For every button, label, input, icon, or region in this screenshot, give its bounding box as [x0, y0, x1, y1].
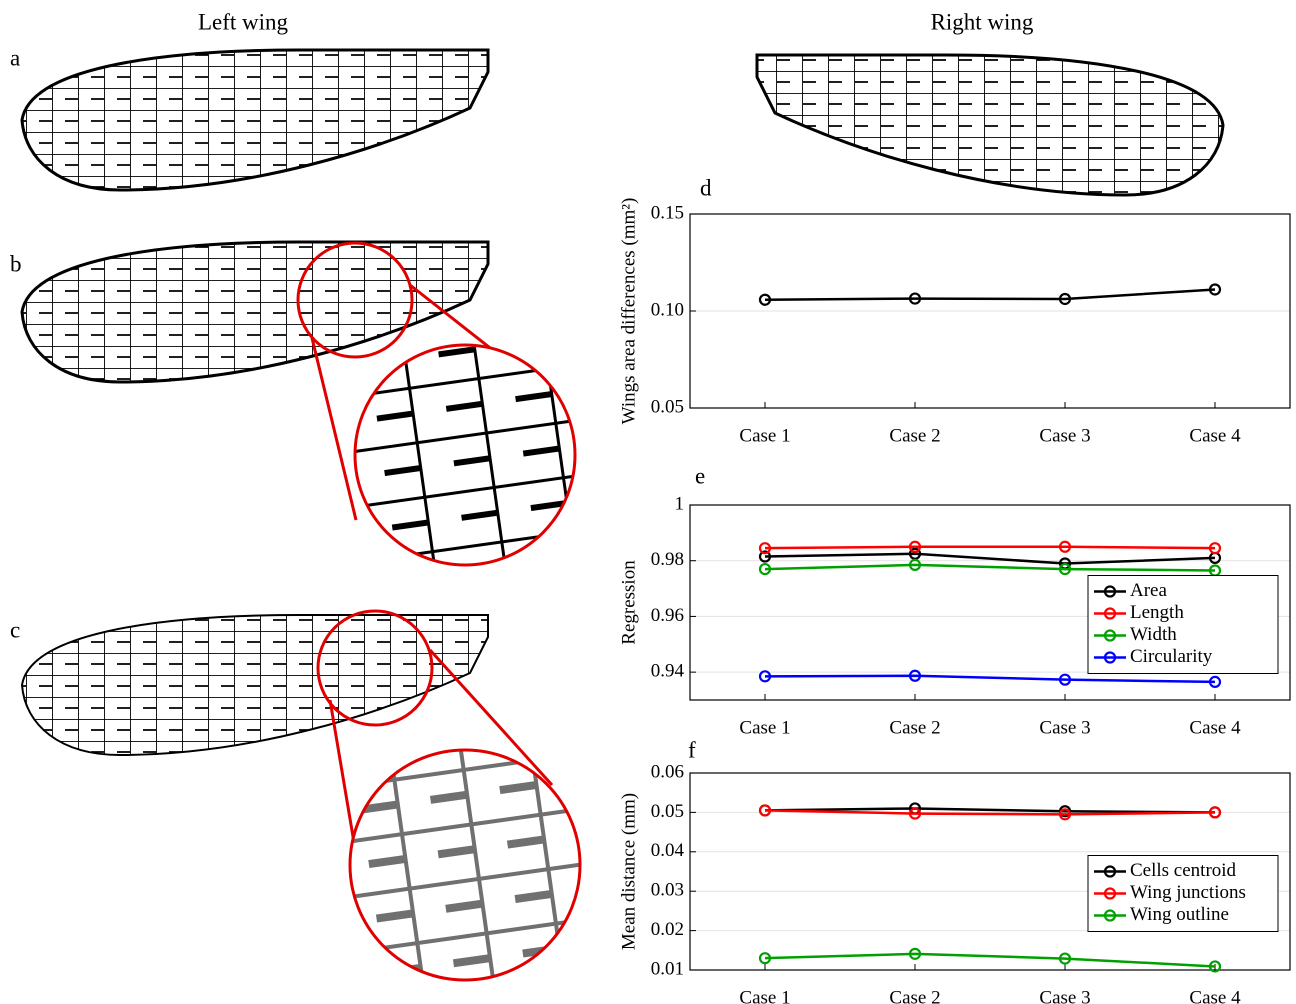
series-line	[764, 952, 1216, 968]
marker	[1058, 292, 1072, 306]
marker	[908, 807, 922, 820]
zoom-b	[296, 241, 577, 567]
axes-box	[689, 772, 1291, 971]
marker	[908, 669, 922, 682]
x-tick-label: Case 4	[1189, 717, 1241, 738]
y-axis-label: Regression	[618, 560, 639, 645]
marker	[1058, 808, 1072, 821]
legend-label: Circularity	[1130, 646, 1213, 667]
legend-label: Cells centroid	[1130, 860, 1237, 881]
x-tick-label: Case 2	[889, 425, 940, 446]
y-tick-label: 0.94	[651, 661, 685, 682]
zoom-c	[316, 609, 582, 982]
y-tick-label: 0.05	[651, 396, 684, 417]
marker	[758, 670, 772, 683]
marker	[1058, 952, 1072, 965]
legend-marker	[1103, 909, 1117, 922]
marker	[758, 952, 772, 965]
axes-box	[689, 213, 1291, 409]
marker	[758, 542, 772, 555]
marker	[908, 540, 922, 553]
marker	[1208, 542, 1222, 555]
legend-label: Wing outline	[1130, 904, 1229, 925]
legend-label: Area	[1130, 580, 1167, 601]
legend-marker	[1103, 887, 1117, 900]
marker	[1058, 540, 1072, 553]
x-tick-label: Case 1	[739, 425, 790, 446]
marker	[908, 558, 922, 571]
series-line	[764, 563, 1216, 572]
y-tick-label: 0.10	[651, 299, 684, 320]
y-tick-label: 0.96	[651, 605, 684, 626]
axes-box	[689, 504, 1291, 701]
x-tick-label: Case 2	[889, 987, 940, 1004]
marker	[758, 804, 772, 817]
series-line	[764, 288, 1216, 301]
x-tick-label: Case 4	[1189, 425, 1241, 446]
y-tick-label: 0.03	[651, 880, 684, 901]
y-tick-label: 0.15	[651, 202, 684, 223]
panel-label: c	[10, 617, 20, 642]
legend-label: Width	[1130, 624, 1177, 645]
marker	[758, 562, 772, 576]
series-line	[764, 545, 1216, 550]
marker	[908, 947, 922, 960]
y-tick-label: 0.05	[651, 801, 684, 822]
wing-image	[21, 614, 489, 756]
marker	[1208, 283, 1222, 296]
series-line	[764, 809, 1216, 816]
legend-marker	[1103, 585, 1117, 598]
legend-marker	[1103, 865, 1117, 878]
right-title: Right wing	[931, 9, 1034, 34]
chart-title: e	[695, 463, 705, 488]
marker	[1208, 960, 1222, 973]
x-tick-label: Case 4	[1189, 987, 1241, 1004]
y-axis-label: Mean distance (mm)	[618, 793, 639, 950]
panel-label: a	[10, 45, 20, 70]
y-axis-label: Wings area differences (mm²)	[618, 198, 639, 425]
x-tick-label: Case 3	[1039, 425, 1090, 446]
legend-marker	[1103, 651, 1117, 664]
legend-label: Length	[1130, 602, 1184, 623]
x-tick-label: Case 3	[1039, 987, 1090, 1004]
y-tick-label: 1	[675, 493, 685, 514]
x-tick-label: Case 1	[739, 987, 790, 1004]
series-line	[764, 807, 1216, 814]
marker	[758, 293, 772, 306]
marker	[908, 547, 922, 560]
series-line	[764, 552, 1216, 565]
marker	[908, 292, 922, 305]
marker	[1058, 562, 1072, 576]
x-tick-label: Case 1	[739, 717, 790, 738]
y-tick-label: 0.98	[651, 549, 684, 570]
wing-image	[20, 48, 490, 192]
marker	[1208, 675, 1222, 688]
legend-label: Wing junctions	[1130, 882, 1246, 903]
series-line	[764, 674, 1216, 684]
marker	[1208, 806, 1222, 819]
y-tick-label: 0.01	[651, 958, 684, 979]
marker	[758, 550, 772, 563]
panel-label: b	[10, 251, 22, 276]
left-title: Left wing	[198, 9, 289, 34]
chart-title: f	[688, 737, 696, 762]
y-tick-label: 0.02	[651, 919, 684, 940]
legend-marker	[1103, 629, 1117, 642]
wing-image	[755, 53, 1225, 197]
x-tick-label: Case 2	[889, 717, 940, 738]
legend-marker	[1103, 607, 1117, 620]
y-tick-label: 0.06	[651, 761, 684, 782]
x-tick-label: Case 3	[1039, 717, 1090, 738]
marker	[1058, 673, 1072, 686]
chart-title: d	[700, 175, 712, 200]
y-tick-label: 0.04	[651, 840, 685, 861]
